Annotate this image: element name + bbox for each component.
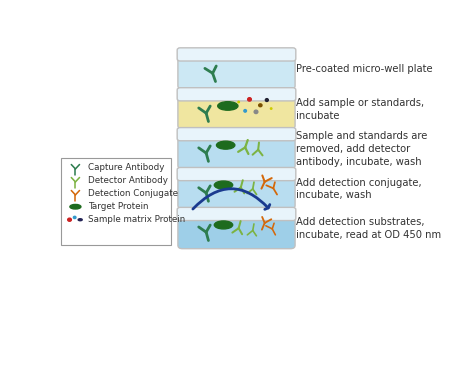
Text: Capture Antibody: Capture Antibody (88, 163, 164, 172)
FancyBboxPatch shape (177, 48, 296, 61)
Ellipse shape (214, 181, 233, 189)
Text: Sample matrix Protein: Sample matrix Protein (88, 215, 185, 224)
Ellipse shape (68, 218, 72, 221)
FancyBboxPatch shape (178, 50, 295, 89)
Text: Detection Conjugate: Detection Conjugate (88, 189, 178, 198)
Ellipse shape (254, 110, 258, 114)
Ellipse shape (238, 101, 239, 103)
Ellipse shape (78, 219, 82, 221)
Ellipse shape (259, 104, 262, 107)
Ellipse shape (214, 221, 233, 229)
FancyBboxPatch shape (177, 207, 296, 221)
Ellipse shape (247, 98, 251, 101)
Ellipse shape (244, 110, 246, 112)
FancyBboxPatch shape (178, 129, 295, 169)
Text: Add detection substrates,
incubate, read at OD 450 nm: Add detection substrates, incubate, read… (296, 218, 441, 240)
Text: Pre-coated micro-well plate: Pre-coated micro-well plate (296, 64, 433, 74)
Ellipse shape (218, 102, 238, 110)
Ellipse shape (265, 99, 268, 101)
Ellipse shape (271, 108, 272, 109)
Text: Detector Antibody: Detector Antibody (88, 176, 168, 185)
FancyBboxPatch shape (177, 168, 296, 181)
Ellipse shape (70, 205, 81, 209)
Text: Sample and standards are
removed, add detector
antibody, incubate, wash: Sample and standards are removed, add de… (296, 131, 428, 167)
FancyBboxPatch shape (61, 158, 171, 245)
Text: Add detection conjugate,
incubate, wash: Add detection conjugate, incubate, wash (296, 178, 422, 201)
Ellipse shape (217, 141, 235, 149)
Ellipse shape (73, 216, 76, 219)
FancyBboxPatch shape (177, 88, 296, 101)
Text: Target Protein: Target Protein (88, 202, 148, 211)
FancyBboxPatch shape (177, 128, 296, 141)
FancyBboxPatch shape (178, 209, 295, 249)
Text: Add sample or standards,
incubate: Add sample or standards, incubate (296, 98, 424, 121)
FancyBboxPatch shape (178, 90, 295, 129)
FancyBboxPatch shape (178, 169, 295, 209)
